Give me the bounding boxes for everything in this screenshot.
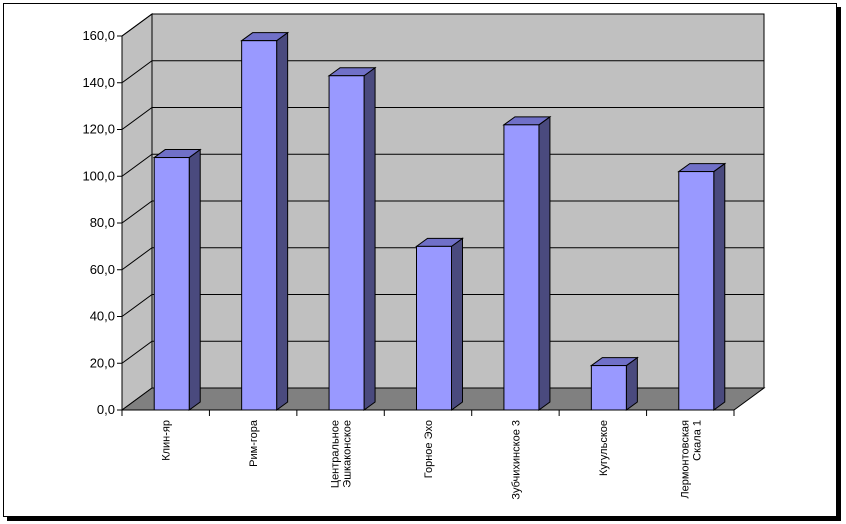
x-category-label: Скала 1: [691, 420, 703, 461]
bar: [416, 245, 452, 411]
x-category-label: Рим-гора: [248, 419, 260, 467]
bar: [241, 40, 278, 411]
x-category-label: Горное Эхо: [423, 420, 435, 478]
bar: [153, 157, 190, 411]
y-tick-label: 140,0: [82, 75, 115, 90]
bar-side: [625, 356, 638, 411]
y-tick-label: 120,0: [82, 122, 115, 137]
bar-side: [363, 66, 376, 411]
bar-side: [451, 237, 463, 411]
gridline: [121, 340, 764, 364]
gridline: [121, 60, 764, 84]
y-tick-label: 80,0: [90, 215, 115, 230]
x-category-label: Зубчихинское 3: [510, 420, 522, 500]
x-category-label: Эшкаконское: [342, 420, 354, 488]
x-category-label: Центральное: [330, 420, 342, 488]
bar: [678, 171, 715, 411]
bar: [503, 124, 540, 411]
bar-side: [713, 162, 726, 411]
gridline: [121, 294, 764, 317]
bar-side: [188, 148, 201, 411]
gridline: [121, 13, 764, 37]
gridline: [121, 200, 764, 224]
gridline: [121, 107, 764, 130]
gridline: [121, 153, 764, 177]
bar: [328, 75, 365, 411]
y-tick-label: 0,0: [97, 402, 115, 417]
y-tick-label: 60,0: [90, 262, 115, 277]
gridline: [121, 247, 764, 271]
y-tick-label: 100,0: [82, 168, 115, 183]
x-category-label: Кугульское: [598, 420, 610, 476]
bar-side: [538, 115, 551, 411]
y-tick-label: 40,0: [90, 309, 115, 324]
bar: [590, 365, 627, 411]
x-category-label: Лермонтовская: [679, 420, 691, 499]
bar-side: [276, 31, 289, 411]
y-tick-label: 20,0: [90, 355, 115, 370]
x-category-label: Клин-яр: [161, 420, 173, 461]
y-tick-label: 160,0: [82, 28, 115, 43]
